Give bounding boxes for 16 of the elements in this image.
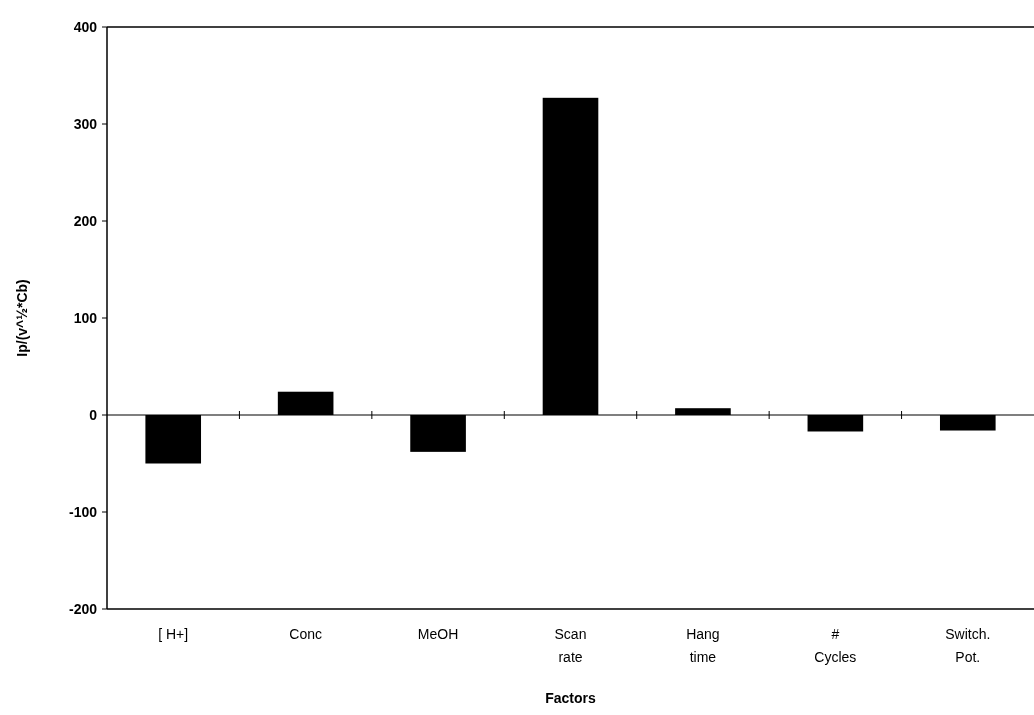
y-tick-label: 100 [73, 309, 98, 326]
x-tick-label: # Cycles [814, 626, 857, 665]
x-tick-label: Scan rate [554, 626, 587, 665]
y-tick-label: 0 [89, 406, 98, 423]
x-tick-label: Hang time [686, 626, 720, 665]
y-axis-title: Ip/(v^½*Cb) [14, 279, 30, 357]
x-tick-label: Switch. Pot. [945, 626, 991, 665]
x-tick-label: [ H+] [158, 626, 189, 642]
x-tick-label: MeOH [417, 626, 459, 642]
y-tick-label: 200 [73, 212, 98, 229]
y-tick-label: -100 [68, 503, 98, 520]
x-tick-label: Conc [289, 626, 322, 642]
x-axis-title: Factors [545, 690, 596, 706]
y-tick-label: 400 [73, 18, 98, 35]
y-tick-label: 300 [73, 115, 98, 132]
y-tick-label: -200 [68, 600, 98, 617]
